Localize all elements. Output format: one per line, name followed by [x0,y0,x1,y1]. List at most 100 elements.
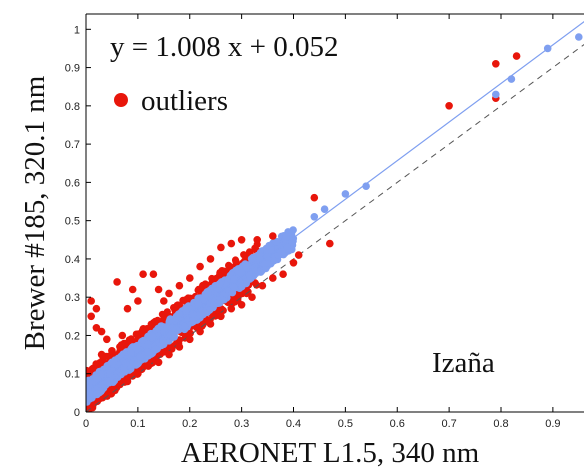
outlier-point [227,304,236,313]
main-band-point [93,390,101,399]
main-point [543,44,552,53]
outlier-point [237,301,246,309]
main-band-point [229,283,238,291]
x-tick-label: 0.3 [234,418,249,430]
outlier-band-point [199,282,207,290]
outlier-point [134,297,142,305]
outlier-point [294,251,303,259]
x-tick-label: 0.1 [130,418,145,430]
y-tick-label: 0.2 [65,330,80,342]
outlier-point [108,347,116,355]
outlier-point [237,236,246,244]
outlier-band-point [138,329,146,337]
main-band-point [132,361,140,369]
main-band-point [250,264,258,273]
outlier-point [206,320,215,328]
outlier-point [87,312,95,321]
outlier-point [97,350,106,359]
main-band-point [237,269,246,277]
outlier-point [227,239,236,248]
outlier-point [123,377,132,386]
main-band-point [166,316,174,324]
x-tick-label: 0.8 [493,418,508,430]
y-axis-label: Brewer #185, 320.1 nm [19,75,51,350]
x-tick-label: 0.5 [338,418,353,430]
x-tick-label: 0.6 [390,418,405,430]
outlier-point [92,324,101,332]
outlier-band-point [159,316,167,324]
x-tick-label: 0.9 [545,418,560,430]
outlier-point [310,193,319,202]
main-point [320,205,329,213]
main-band-point [148,332,157,341]
main-band-point [247,254,256,263]
outlier-point [165,289,173,298]
outlier-point [154,285,163,294]
outlier-point [253,236,261,244]
main-point [341,190,350,198]
outlier-point [269,232,277,240]
main-band-point [144,340,152,349]
outlier-point [445,102,453,110]
x-axis-label: AERONET L1.5, 340 nm [181,437,480,469]
main-band-point [274,250,282,259]
x-tick-label: 0.2 [182,418,197,430]
outlier-band-point [240,251,248,259]
outlier-point [217,243,225,252]
outlier-point [134,369,142,378]
y-tick-label: 1 [74,24,80,36]
outlier-point [154,358,163,367]
y-tick-label: 0.3 [65,292,80,304]
legend-marker [114,93,128,107]
main-band-point [245,275,254,283]
outlier-point [289,259,298,267]
y-tick-label: 0.5 [65,216,80,228]
outlier-point [175,281,184,290]
main-band-point [283,243,292,251]
fit-equation: y = 1.008 x + 0.052 [110,31,338,63]
outlier-point [123,304,132,313]
outlier-point [196,327,204,336]
outlier-point [248,293,256,302]
main-point [575,33,583,41]
main-band-point [92,374,101,382]
main-band-point [282,232,291,241]
main-band-point [180,322,189,331]
outlier-point [92,304,101,313]
outlier-point [258,281,267,290]
outlier-band-point [154,316,162,324]
outlier-band-point [174,301,182,309]
outlier-point [269,274,277,282]
outlier-point [149,270,158,279]
y-tick-label: 0.9 [65,63,80,75]
outlier-point [326,239,334,248]
fit-line [86,21,584,393]
outlier-band-point [232,258,240,266]
main-band-point [152,345,160,354]
outlier-point [196,262,204,271]
outlier-point [139,270,147,279]
main-band-point [189,310,197,319]
y-tick-label: 0.7 [65,139,80,151]
outlier-point [160,297,168,305]
x-tick-label: 0.4 [286,418,301,430]
outlier-band-point [108,387,116,395]
outlier-point [186,335,194,344]
outlier-point [279,270,287,279]
main-band-point [154,332,162,341]
outlier-point [87,297,95,305]
main-band-point [215,280,224,288]
x-tick-label: 0.7 [441,418,456,430]
outlier-point [103,335,111,344]
main-band-point [194,299,203,308]
outlier-point [113,278,121,286]
outlier-point [217,312,225,321]
outlier-band-point [163,308,171,316]
outlier-point [206,255,215,263]
outlier-point [492,60,500,68]
y-tick-label: 0.1 [65,369,80,381]
main-point [492,90,500,99]
main-band-point [272,237,281,246]
outlier-point [175,343,184,351]
